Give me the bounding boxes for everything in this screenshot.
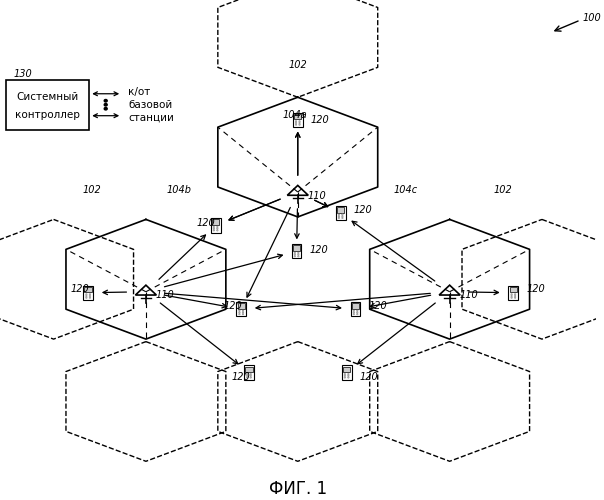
Circle shape	[104, 100, 107, 102]
Text: 102: 102	[494, 184, 513, 194]
Text: 120: 120	[311, 114, 330, 124]
Circle shape	[296, 124, 297, 125]
Bar	[293, 112, 303, 127]
Bar	[509, 286, 518, 300]
Bar	[211, 218, 220, 232]
Text: 104c: 104c	[393, 184, 417, 194]
Text: 110: 110	[307, 191, 326, 201]
FancyBboxPatch shape	[6, 80, 89, 130]
Bar	[85, 286, 92, 292]
Circle shape	[213, 226, 214, 228]
Text: 120: 120	[368, 300, 387, 310]
Bar	[236, 302, 246, 316]
Bar	[342, 366, 352, 380]
Text: 102: 102	[83, 184, 101, 194]
Bar	[352, 303, 359, 309]
Bar	[336, 206, 345, 220]
Bar	[212, 220, 219, 225]
Circle shape	[299, 124, 300, 125]
Text: 120: 120	[354, 206, 373, 216]
Circle shape	[296, 121, 297, 122]
Text: 120: 120	[527, 284, 545, 294]
Bar	[351, 302, 361, 316]
Bar	[510, 286, 517, 292]
Circle shape	[213, 228, 214, 229]
Circle shape	[299, 121, 300, 122]
Circle shape	[353, 310, 354, 311]
Text: контроллер: контроллер	[15, 110, 80, 120]
Text: 110: 110	[459, 290, 478, 300]
Text: 104a: 104a	[283, 110, 307, 120]
Bar	[343, 366, 350, 372]
Circle shape	[298, 254, 299, 255]
Text: 120: 120	[196, 218, 215, 228]
Circle shape	[247, 377, 248, 378]
Circle shape	[104, 108, 107, 110]
Circle shape	[298, 252, 299, 253]
Text: 120: 120	[310, 246, 329, 256]
Bar	[237, 303, 245, 309]
Text: 100: 100	[582, 14, 601, 24]
Text: ФИГ. 1: ФИГ. 1	[269, 480, 327, 498]
Text: 120: 120	[231, 372, 250, 382]
Bar	[245, 366, 252, 372]
Circle shape	[296, 122, 297, 123]
Text: 120: 120	[223, 300, 242, 310]
Bar	[292, 244, 301, 258]
Circle shape	[344, 377, 345, 378]
Text: 130: 130	[13, 69, 32, 79]
Bar	[83, 286, 93, 300]
Text: к/от
базовой
станции: к/от базовой станции	[128, 86, 174, 123]
Text: Системный: Системный	[16, 92, 79, 102]
Circle shape	[348, 377, 349, 378]
Circle shape	[357, 310, 358, 311]
Text: 120: 120	[70, 284, 89, 294]
Bar	[293, 246, 300, 251]
Text: 102: 102	[288, 60, 307, 70]
Bar	[294, 114, 301, 119]
Circle shape	[239, 310, 240, 311]
Bar	[337, 207, 344, 212]
Text: 120: 120	[360, 372, 379, 382]
Circle shape	[299, 122, 300, 123]
Bar	[244, 366, 254, 380]
Text: 110: 110	[155, 290, 174, 300]
Text: 104b: 104b	[167, 184, 191, 194]
Circle shape	[104, 104, 107, 106]
